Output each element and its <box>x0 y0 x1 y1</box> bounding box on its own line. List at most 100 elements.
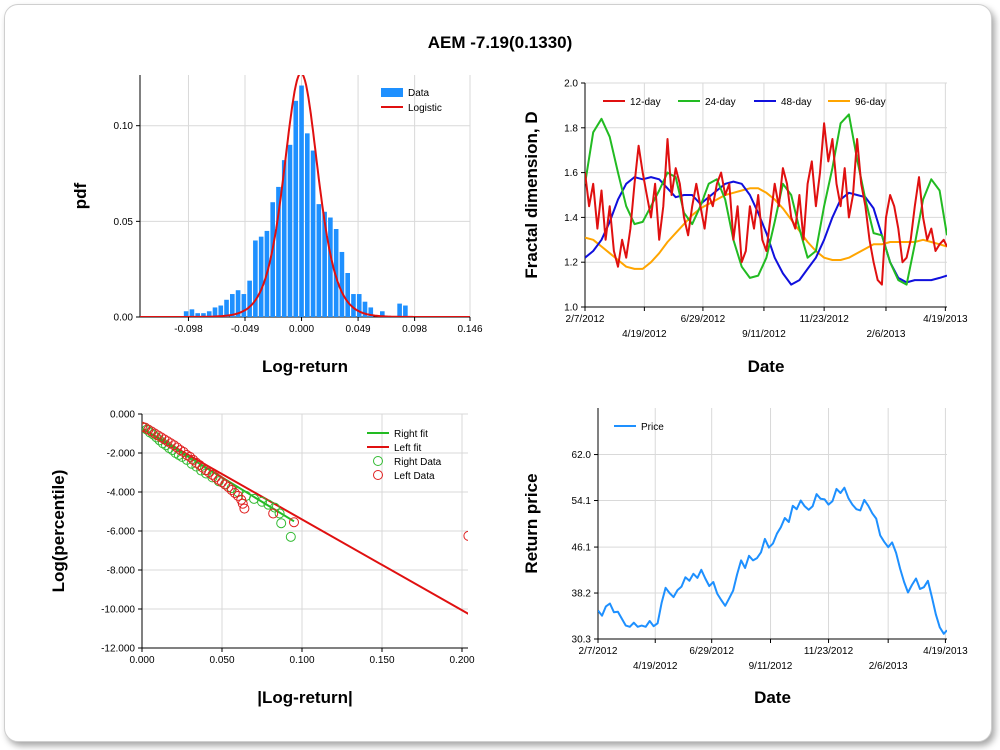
histogram-bar <box>183 311 189 317</box>
y-tick-label: 46.1 <box>572 543 592 554</box>
left-data-point <box>178 447 189 458</box>
histogram-bar <box>305 133 310 317</box>
legend-label-12-day: 12-day <box>630 97 661 108</box>
legend-swatch-right-data <box>373 456 383 466</box>
histogram-bar <box>299 85 304 317</box>
x-tick-label: 4/19/2013 <box>923 646 968 657</box>
histogram-bar <box>201 313 206 317</box>
histogram-bar <box>270 202 275 317</box>
x-tick-label: 2/6/2013 <box>867 329 906 340</box>
left-data-point <box>237 498 248 509</box>
legend-label-data: Data <box>408 88 430 99</box>
left-data-point <box>268 508 279 519</box>
left-data-point <box>213 474 224 485</box>
x-tick-label: 0.049 <box>346 324 371 335</box>
histogram-bar <box>224 299 229 317</box>
y-axis-title: pdf <box>71 182 90 209</box>
x-tick-label: 9/11/2012 <box>749 661 793 672</box>
histogram-bar <box>328 217 333 317</box>
chart-frame <box>4 4 992 742</box>
x-axis-title: Date <box>748 357 785 376</box>
y-tick-label: -8.000 <box>107 566 136 577</box>
histogram-bar <box>235 290 241 317</box>
y-tick-label: 54.1 <box>572 496 592 507</box>
left-data-point <box>204 467 215 478</box>
histogram-bar <box>345 273 350 317</box>
histogram-bar <box>397 303 402 317</box>
x-tick-label: 11/23/2012 <box>799 314 849 325</box>
left-data-point <box>175 445 186 456</box>
x-tick-label: 2/7/2012 <box>579 646 618 657</box>
left-data-point <box>197 462 208 473</box>
x-tick-label: 0.050 <box>209 655 234 666</box>
histogram-bar <box>310 150 316 317</box>
right-data-point <box>154 435 165 446</box>
y-tick-label: 0.10 <box>114 121 134 132</box>
y-tick-label: 1.6 <box>564 168 578 179</box>
legend-label-logistic: Logistic <box>408 103 442 114</box>
left-data-point <box>181 449 192 460</box>
left-data-point <box>289 517 299 528</box>
histogram-bar <box>189 309 195 317</box>
legend-label-48-day: 48-day <box>781 97 812 108</box>
left-data-point <box>185 451 195 462</box>
right-data-point <box>285 531 296 542</box>
histogram-bar <box>316 204 322 317</box>
x-tick-label: 2/7/2012 <box>566 314 605 325</box>
price-line <box>598 486 947 635</box>
y-tick-label: -4.000 <box>107 488 136 499</box>
x-tick-label: 6/29/2012 <box>689 646 734 657</box>
right-data-point <box>196 465 207 476</box>
legend-label-24-day: 24-day <box>705 97 736 108</box>
left-data-point <box>239 503 250 514</box>
left-data-point <box>207 469 218 480</box>
left-data-point <box>217 477 227 488</box>
x-tick-label: 9/11/2012 <box>742 329 786 340</box>
y-tick-label: 0.00 <box>114 313 134 324</box>
y-tick-label: 62.0 <box>572 450 592 461</box>
histogram-bar <box>362 301 368 317</box>
histogram-bar <box>281 160 287 317</box>
x-tick-label: 4/19/2013 <box>923 314 968 325</box>
histogram-bar <box>258 236 264 317</box>
x-tick-label: 0.100 <box>289 655 314 666</box>
left-data-point <box>229 487 240 498</box>
right-data-point <box>263 499 274 510</box>
histogram-bar <box>339 251 345 317</box>
right-data-point <box>167 445 178 456</box>
x-tick-label: 0.150 <box>369 655 394 666</box>
y-tick-label: -12.000 <box>101 644 135 655</box>
histogram-bar <box>351 294 356 317</box>
x-tick-label: 11/23/2012 <box>804 646 854 657</box>
series-line-96-day <box>585 187 947 270</box>
left-data-point <box>463 530 468 541</box>
x-tick-label: 4/19/2012 <box>622 329 667 340</box>
y-tick-label: -6.000 <box>107 527 136 538</box>
left-data-point <box>220 479 231 490</box>
right-data-point <box>164 443 175 454</box>
y-axis-title: Fractal dimension, D <box>522 111 541 278</box>
tail-plot-area <box>142 421 468 615</box>
pdf-plot-area <box>183 85 408 317</box>
y-axis-title: Return price <box>522 473 541 573</box>
histogram-bar <box>333 229 339 317</box>
x-axis-title: Date <box>754 688 791 707</box>
histogram-bar <box>212 307 218 317</box>
left-data-point <box>210 472 221 483</box>
left-data-point <box>188 454 199 465</box>
right-data-point <box>257 496 267 507</box>
y-tick-label: 2.0 <box>564 79 578 90</box>
histogram-bar <box>293 100 299 317</box>
y-tick-label: 1.0 <box>564 303 578 314</box>
legend-label-right-fit: Right fit <box>394 429 428 440</box>
left-data-point <box>201 465 211 476</box>
left-data-point <box>194 460 205 471</box>
x-tick-label: -0.049 <box>231 324 260 335</box>
right-data-point <box>177 451 187 462</box>
histogram-bar <box>247 280 252 317</box>
left-data-point <box>142 421 147 432</box>
y-tick-label: 0.000 <box>110 410 135 421</box>
x-tick-label: 0.098 <box>402 324 427 335</box>
x-tick-label: 6/29/2012 <box>681 314 726 325</box>
